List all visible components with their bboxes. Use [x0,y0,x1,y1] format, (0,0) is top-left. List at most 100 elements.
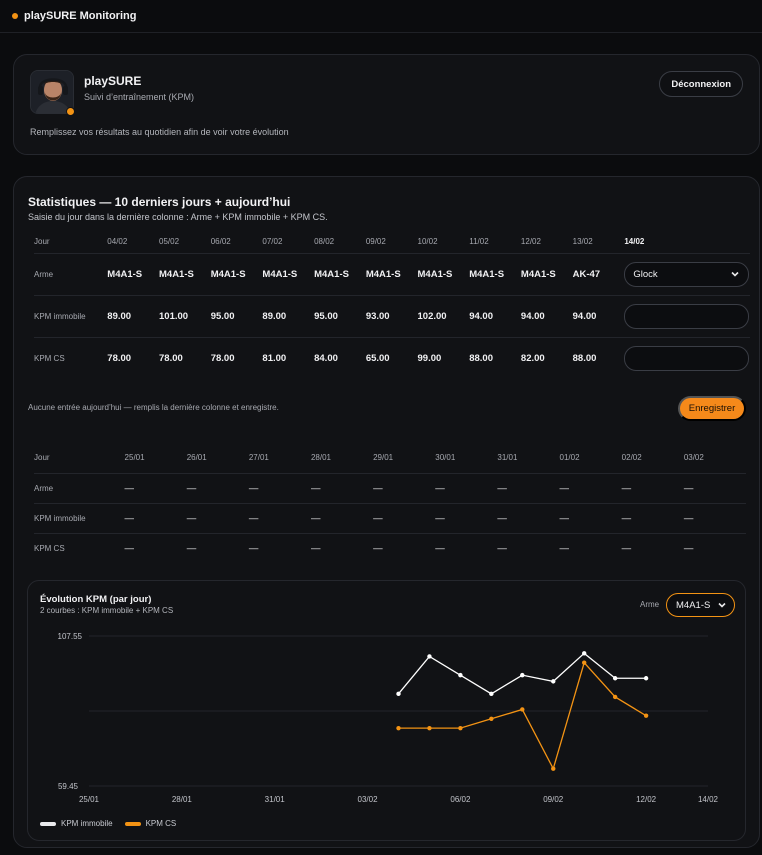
data-point [489,691,494,697]
kpm-cs-cell: 65.00 [365,352,390,364]
day-header: 08/02 [314,237,335,247]
data-point [582,651,587,656]
empty-cell: — [683,512,694,524]
row-label: Arme [34,483,54,493]
empty-cell: — [497,512,507,524]
kpm-static-cell: 94.00 [469,310,493,322]
kpm-static-cell: 95.00 [314,310,338,322]
day-header: 02/02 [621,453,642,463]
table-row: Arme M4A1-S M4A1-S M4A1-S M4A1-S M4A1-S … [34,253,750,295]
row-label: Jour [34,237,50,247]
table-row: KPM CS 78.00 78.00 78.00 81.00 84.00 65.… [34,337,750,379]
row-label: KPM CS [34,543,65,553]
empty-cell: — [248,542,259,554]
legend-swatch [40,821,56,826]
app-titlebar: playSURE Monitoring [0,0,762,33]
empty-cell: — [186,482,197,494]
empty-cell: — [497,482,507,494]
y-tick-label: 59.45 [58,782,79,791]
day-header: 07/02 [262,237,283,247]
kpm-static-cell: 94.00 [572,310,597,322]
kpm-static-cell: 94.00 [520,310,545,322]
day-header: 01/02 [559,453,580,463]
weapon-filter-label: Arme [640,600,660,609]
kpm-cs-cell: 78.00 [107,352,132,364]
weapon-filter-value: M4A1-S [676,599,711,611]
empty-cell: — [186,542,197,554]
empty-cell: — [559,542,570,554]
weapon-cell: M4A1-S [159,268,194,280]
status-dot-icon [12,13,18,19]
empty-cell: — [373,542,383,554]
empty-cell: — [435,542,445,554]
data-point [520,672,525,678]
day-header: 11/02 [469,237,489,247]
day-header: 10/02 [417,237,438,247]
kpm-static-cell: 93.00 [365,310,390,322]
x-tick-label: 31/01 [265,795,286,804]
empty-cell: — [186,512,197,524]
weapon-cell: M4A1-S [107,268,143,280]
table-row: Arme — — — — — — — — — — [34,473,746,503]
today-weapon-value: Glock [633,268,658,280]
x-tick-label: 25/01 [79,795,100,804]
data-point [458,725,463,731]
today-weapon-select[interactable]: Glock [624,261,750,287]
table-header-row: Jour 25/01 26/01 27/01 28/01 29/01 30/01… [34,443,746,473]
empty-cell: — [683,542,694,554]
empty-cell: — [124,482,135,494]
table-row: KPM immobile — — — — — — — — — — [34,503,746,533]
today-kpm-cs-input[interactable] [624,345,750,371]
empty-cell: — [248,512,259,524]
empty-cell: — [373,512,383,524]
data-point [396,725,401,731]
empty-cell: — [310,482,321,494]
data-point [643,713,649,718]
profile-hint: Remplissez vos résultats au quotidien af… [30,127,289,137]
empty-cell: — [373,482,383,494]
recent-stats-table: Jour 04/02 05/02 06/02 07/02 08/02 09/02… [34,231,750,379]
stats-title: Statistiques — 10 derniers jours + aujou… [28,195,291,209]
legend-item: KPM immobile [40,819,113,828]
series-line-kpm-cs [398,661,647,771]
kpm-static-cell: 101.00 [159,310,189,322]
save-button[interactable]: Enregistrer [678,396,746,421]
online-status-icon [66,107,75,116]
row-label: KPM CS [34,353,65,363]
x-tick-label: 06/02 [450,795,471,804]
x-tick-label: 14/02 [698,795,719,804]
profile-subtitle: Suivi d’entraînement (KPM) [84,92,195,102]
x-tick-label: 03/02 [358,795,379,804]
data-point [520,707,525,712]
logout-button[interactable]: Déconnexion [659,71,743,97]
day-header: 26/01 [186,453,207,463]
stats-subtitle: Saisie du jour dans la dernière colonne … [28,212,328,222]
app-title: playSURE Monitoring [24,10,137,22]
day-header: 31/01 [497,453,518,463]
data-point [612,676,618,681]
kpm-cs-cell: 78.00 [159,352,183,364]
weapon-filter-select[interactable]: M4A1-S [666,593,735,617]
table-row: KPM CS — — — — — — — — — — [34,533,746,563]
empty-cell: — [497,542,507,554]
weapon-cell: M4A1-S [469,268,505,280]
kpm-cs-cell: 99.00 [417,352,442,364]
empty-cell: — [435,482,445,494]
older-stats-table: Jour 25/01 26/01 27/01 28/01 29/01 30/01… [34,443,746,563]
empty-cell: — [124,512,135,524]
day-header: 30/01 [435,453,456,463]
x-tick-label: 09/02 [543,795,564,804]
kpm-cs-cell: 81.00 [262,352,287,364]
legend-item: KPM CS [124,819,176,828]
empty-cell: — [559,512,570,524]
empty-cell: — [310,542,321,554]
data-point [458,672,463,678]
empty-cell: — [124,542,135,554]
empty-cell: — [621,482,632,494]
no-entry-message: Aucune entrée aujourd’hui — remplis la d… [28,403,279,412]
today-kpm-static-input[interactable] [624,303,750,329]
day-header: 12/02 [520,237,541,247]
weapon-cell: M4A1-S [417,268,453,280]
data-point [582,660,587,665]
